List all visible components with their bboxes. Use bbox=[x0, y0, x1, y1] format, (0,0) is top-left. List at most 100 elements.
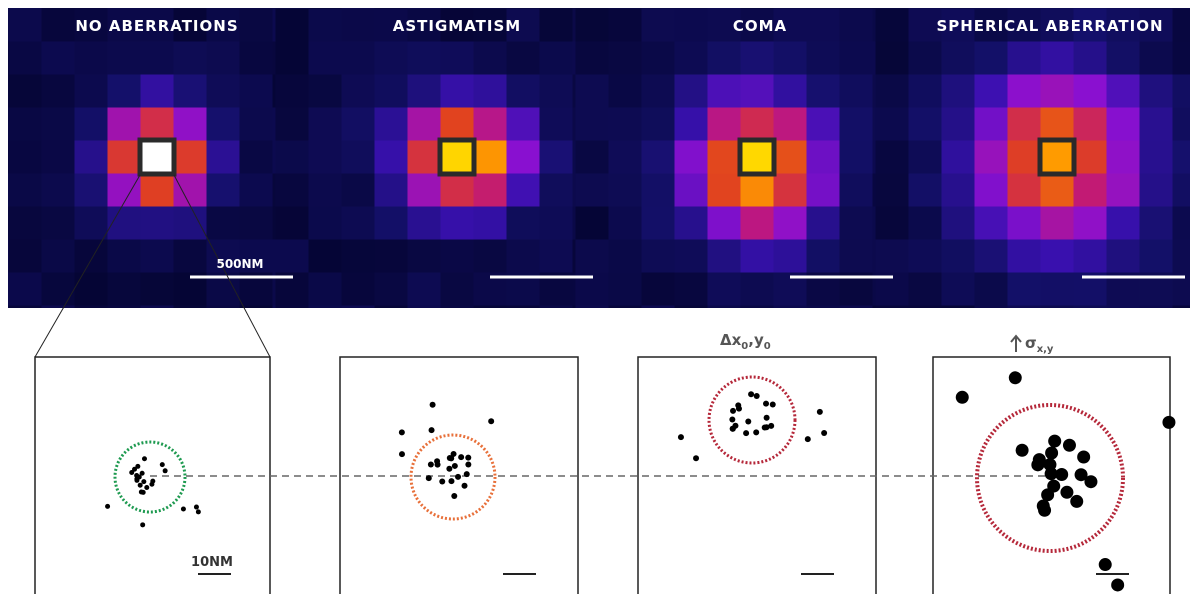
pixel bbox=[473, 8, 507, 9]
shift-label: Δx0,y0 bbox=[720, 331, 771, 352]
pixel bbox=[1073, 206, 1107, 240]
pixel bbox=[908, 305, 942, 308]
pixel bbox=[407, 305, 441, 308]
localization bbox=[141, 456, 147, 462]
localization bbox=[429, 401, 436, 408]
localization bbox=[434, 458, 441, 465]
pixel bbox=[74, 206, 108, 240]
pixel bbox=[740, 107, 774, 141]
pixel bbox=[74, 8, 108, 9]
pixel bbox=[674, 239, 708, 273]
pixel bbox=[608, 8, 642, 9]
pixel bbox=[341, 239, 375, 273]
pixel bbox=[740, 140, 774, 174]
pixel bbox=[974, 41, 1008, 75]
localization bbox=[748, 391, 755, 398]
pixel bbox=[308, 8, 342, 42]
localization bbox=[458, 454, 465, 461]
annotations bbox=[34, 137, 1185, 594]
pixel bbox=[1172, 74, 1190, 108]
pixel bbox=[272, 305, 306, 308]
localization bbox=[1162, 415, 1176, 429]
localization bbox=[398, 451, 405, 458]
pixel bbox=[206, 74, 240, 108]
localization bbox=[450, 450, 457, 457]
pixel bbox=[1106, 41, 1140, 75]
pixel bbox=[74, 239, 108, 273]
pixel bbox=[1106, 239, 1140, 273]
pixel bbox=[641, 74, 675, 108]
pixel bbox=[173, 8, 207, 9]
pixel bbox=[173, 107, 207, 141]
pixel bbox=[905, 305, 939, 308]
pixel bbox=[8, 74, 42, 108]
pixel bbox=[1172, 8, 1190, 9]
pixel bbox=[308, 107, 342, 141]
pixel bbox=[8, 272, 9, 306]
pixel bbox=[1139, 206, 1173, 240]
localization bbox=[730, 407, 737, 414]
pixel bbox=[8, 41, 9, 75]
pixel bbox=[341, 41, 375, 75]
localization bbox=[455, 473, 462, 480]
localization bbox=[448, 478, 455, 485]
pixel bbox=[1007, 8, 1041, 9]
localization-circle bbox=[113, 440, 187, 514]
pixel bbox=[140, 239, 174, 273]
localization bbox=[465, 461, 472, 468]
pixel bbox=[707, 140, 741, 174]
pixel bbox=[1073, 140, 1107, 174]
pixel bbox=[806, 305, 840, 308]
pixel bbox=[308, 239, 342, 273]
pixel bbox=[41, 140, 75, 174]
pixel bbox=[308, 272, 342, 306]
up-arrow bbox=[1010, 334, 1022, 352]
pixel bbox=[206, 140, 240, 174]
pixel bbox=[8, 173, 9, 207]
localization bbox=[138, 489, 144, 495]
pixel bbox=[140, 8, 174, 42]
pixel bbox=[41, 41, 75, 75]
zoom-line bbox=[34, 174, 141, 358]
pixel bbox=[473, 41, 507, 75]
localization bbox=[1070, 494, 1084, 508]
pixel bbox=[1040, 74, 1074, 108]
pixel bbox=[539, 239, 573, 273]
width-label: σx,y bbox=[1025, 334, 1054, 355]
pixel bbox=[140, 140, 174, 174]
pixel bbox=[740, 8, 774, 9]
localization bbox=[753, 393, 760, 400]
label-part: ,y bbox=[748, 331, 764, 349]
pixel bbox=[374, 239, 408, 273]
pixel bbox=[341, 272, 375, 306]
pixel bbox=[275, 173, 309, 207]
localization bbox=[753, 429, 760, 436]
pixel bbox=[206, 41, 240, 75]
pixel bbox=[341, 305, 375, 308]
pixel bbox=[1073, 41, 1107, 75]
pixel bbox=[1007, 305, 1041, 308]
pixel bbox=[1139, 239, 1173, 273]
pixel bbox=[374, 74, 408, 108]
pixel bbox=[839, 206, 873, 240]
pixel bbox=[908, 206, 942, 240]
localization bbox=[137, 482, 143, 488]
pixel bbox=[275, 8, 309, 42]
localization bbox=[821, 429, 828, 436]
pixel bbox=[941, 107, 975, 141]
pixel bbox=[506, 41, 540, 75]
pixel bbox=[74, 74, 108, 108]
pixel bbox=[440, 107, 474, 141]
pixel bbox=[341, 140, 375, 174]
pixel bbox=[140, 8, 174, 9]
localization bbox=[1060, 485, 1074, 499]
pixel bbox=[275, 8, 309, 9]
pixel bbox=[941, 140, 975, 174]
pixel bbox=[1073, 8, 1107, 42]
pixel bbox=[773, 41, 807, 75]
pixel bbox=[374, 305, 408, 308]
pixel bbox=[875, 305, 909, 308]
pixel bbox=[875, 140, 909, 174]
pixel bbox=[74, 41, 108, 75]
